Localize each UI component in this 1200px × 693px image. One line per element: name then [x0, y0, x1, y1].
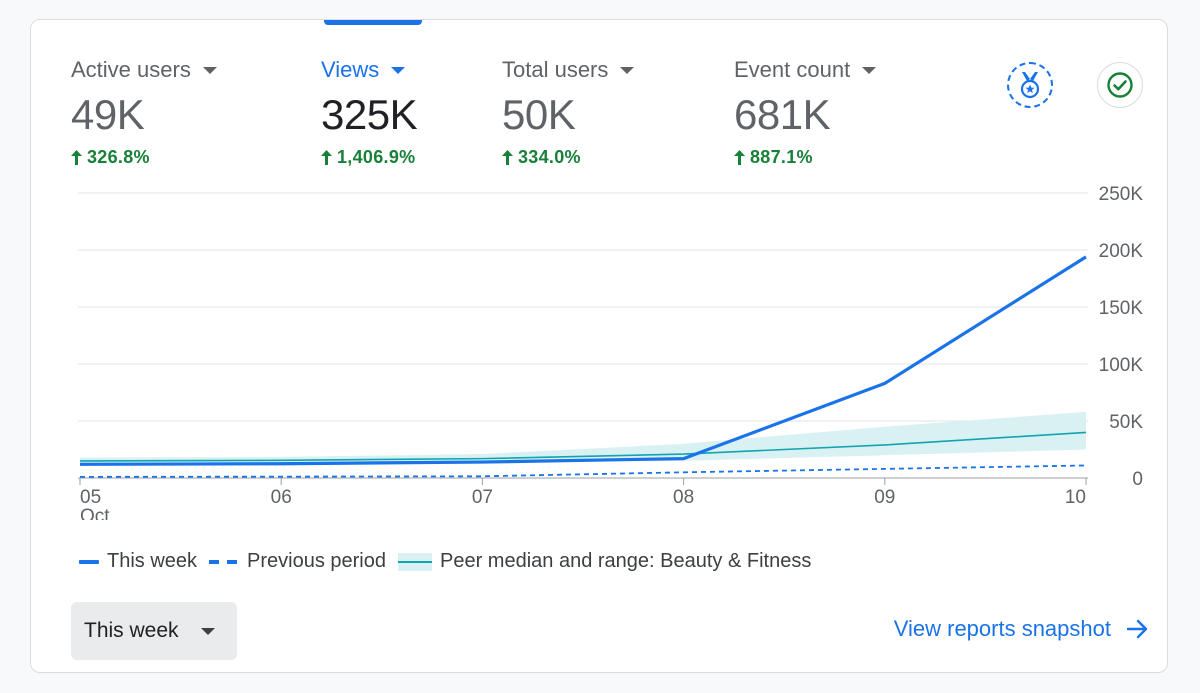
x-tick-sublabel: Oct	[80, 506, 110, 520]
overview-card: Active users 49K 326.8% Views 325K 1,406…	[30, 19, 1168, 673]
metric-change: 1,406.9%	[337, 147, 416, 167]
y-tick-label: 250K	[1099, 184, 1144, 205]
arrow-up-icon	[502, 150, 513, 165]
peer-median-line	[79, 431, 1087, 462]
metric-change: 326.8%	[87, 147, 150, 167]
legend-solid-line-icon	[79, 559, 99, 564]
views-line-chart: 0 50K 100K 150K 200K 250K 05 06 07 08 09 10 Oct	[78, 184, 1144, 520]
arrow-up-icon	[734, 150, 745, 165]
metric-tab-event-count[interactable]: Event count 681K 887.1%	[734, 57, 877, 168]
y-tick-label: 100K	[1099, 355, 1144, 376]
x-tick-label: 07	[472, 487, 493, 508]
caret-down-icon	[202, 66, 217, 74]
legend-dashed-line-icon	[209, 559, 238, 564]
caret-down-icon	[200, 627, 215, 635]
x-tick-label: 08	[673, 487, 694, 508]
arrow-up-icon	[321, 150, 332, 165]
period-dropdown[interactable]: This week	[71, 602, 237, 660]
this-week-line	[79, 255, 1087, 466]
x-tick-label: 10	[1065, 487, 1086, 508]
metric-change: 334.0%	[518, 147, 581, 167]
y-tick-label: 200K	[1099, 241, 1144, 262]
selected-tab-indicator	[324, 20, 422, 25]
metric-tab-active-users[interactable]: Active users 49K 326.8%	[71, 57, 217, 168]
caret-down-icon	[620, 66, 635, 74]
caret-down-icon	[391, 66, 406, 74]
chart-legend: This week Previous period Peer median an…	[79, 550, 823, 573]
metric-value: 681K	[734, 91, 831, 138]
x-tick-label: 05	[80, 487, 101, 508]
metric-name: Event count	[734, 57, 851, 82]
metric-name: Total users	[502, 57, 609, 82]
legend-item-this-week: This week	[79, 550, 197, 573]
y-tick-label: 150K	[1099, 298, 1144, 319]
period-dropdown-label: This week	[84, 619, 179, 642]
x-tick-label: 09	[874, 487, 895, 508]
metric-value: 49K	[71, 91, 145, 138]
check-circle-icon	[1107, 72, 1133, 98]
y-tick-label: 50K	[1109, 412, 1143, 433]
metric-tab-total-users[interactable]: Total users 50K 334.0%	[502, 57, 635, 168]
legend-item-previous-period: Previous period	[209, 550, 386, 573]
view-reports-snapshot-link[interactable]: View reports snapshot	[894, 616, 1149, 642]
metric-name: Active users	[71, 57, 191, 82]
status-badge[interactable]	[1097, 62, 1143, 108]
arrow-right-icon	[1127, 619, 1148, 639]
metric-value: 50K	[502, 91, 576, 138]
x-tick-label: 06	[271, 487, 292, 508]
previous-period-line	[79, 464, 1087, 478]
metric-change: 887.1%	[750, 147, 813, 167]
benchmark-badge[interactable]	[1007, 62, 1053, 108]
y-tick-label: 0	[1132, 469, 1143, 490]
legend-band-icon	[398, 552, 432, 571]
arrow-up-icon	[71, 150, 82, 165]
peer-range-band	[80, 411, 1086, 465]
medal-icon	[1020, 72, 1040, 99]
legend-item-peer: Peer median and range: Beauty & Fitness	[398, 550, 811, 573]
metric-name: Views	[321, 57, 380, 82]
metric-value: 325K	[321, 91, 418, 138]
caret-down-icon	[862, 66, 877, 74]
metric-tab-views[interactable]: Views 325K 1,406.9%	[321, 57, 418, 168]
